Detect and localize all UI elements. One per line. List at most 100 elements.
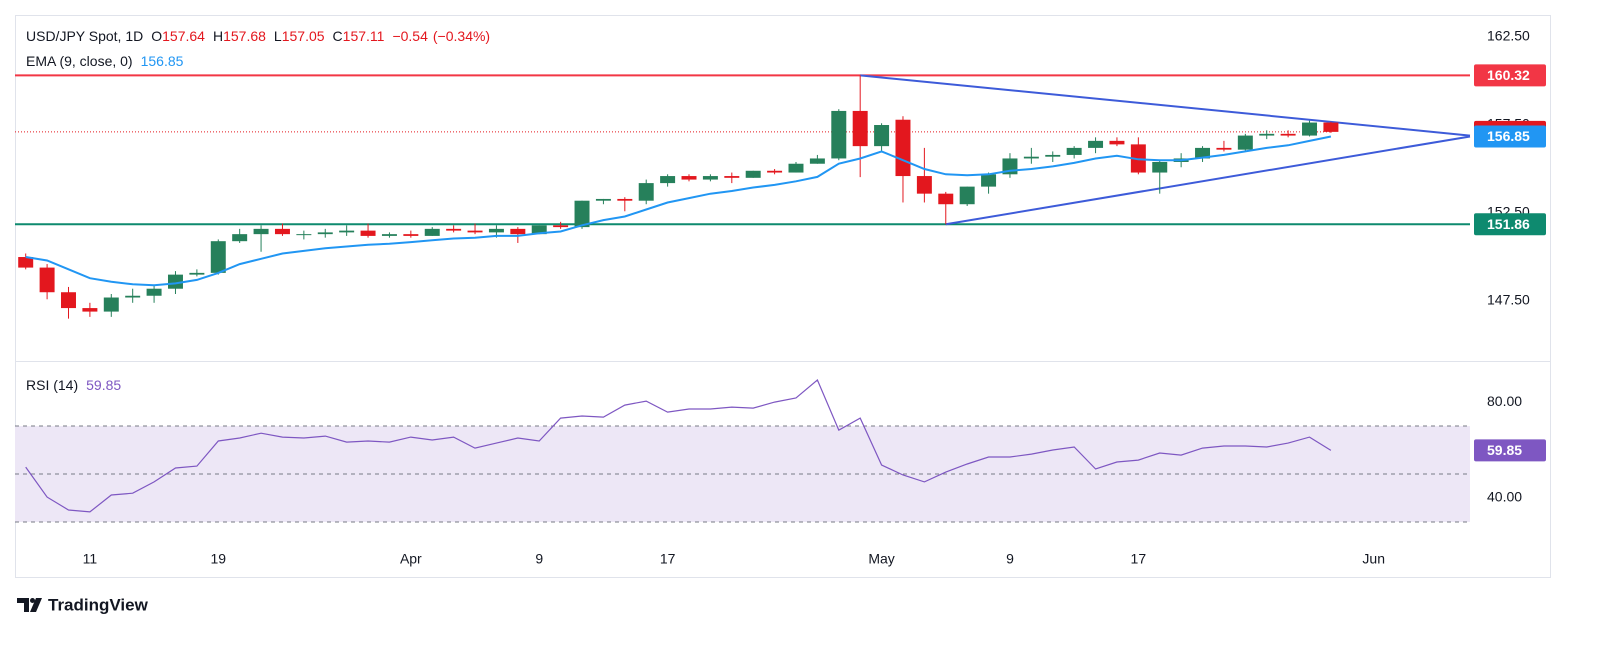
- candle-body: [895, 119, 911, 177]
- candle-body: [981, 174, 997, 187]
- x-tick-label: 11: [83, 551, 98, 567]
- candle-body: [146, 288, 162, 296]
- logo-shape: [30, 598, 42, 612]
- candle-body: [339, 230, 355, 233]
- candle-body: [381, 234, 397, 236]
- ohlc-value: 157.68: [223, 28, 266, 44]
- candle-body: [82, 308, 98, 312]
- y-tick-label: 162.50: [1487, 28, 1530, 44]
- x-tick-label: Jun: [1362, 551, 1385, 567]
- x-tick-label: May: [868, 551, 894, 567]
- plot-layer: 1119Apr917May917Jun162.50157.50152.50147…: [15, 28, 1546, 567]
- x-tick-label: 17: [660, 551, 676, 567]
- candle-body: [1237, 135, 1253, 150]
- candle-body: [296, 234, 312, 236]
- candle-body: [1259, 133, 1275, 136]
- candle-body: [702, 176, 718, 180]
- legend-ema: EMA (9, close, 0) 156.85: [26, 53, 184, 69]
- candle-body: [424, 228, 440, 236]
- candle-body: [531, 225, 547, 235]
- candle-body: [1280, 133, 1296, 136]
- rsi-line: [25, 379, 1332, 513]
- trendline: [860, 74, 1471, 137]
- ema-price-label-box: [1474, 125, 1546, 148]
- legend-main: USD/JPY Spot, 1D O157.64 H157.68 L157.05 C15…: [26, 28, 490, 44]
- level-label-box: [1474, 64, 1546, 87]
- candle-body: [488, 228, 504, 233]
- candle-body: [274, 228, 290, 235]
- candle-body: [745, 170, 761, 178]
- candle-body: [103, 297, 119, 312]
- level-label: 151.86: [1487, 216, 1530, 232]
- candle-body: [938, 193, 954, 205]
- ema-line: [25, 135, 1332, 287]
- candle-body: [467, 230, 483, 233]
- x-tick-label: 9: [535, 551, 543, 567]
- candle-body: [788, 163, 804, 173]
- candle-body: [1323, 122, 1339, 132]
- change-percent: (−0.34%): [433, 28, 490, 44]
- ohlc-value: 157.64: [162, 28, 205, 44]
- rsi-tick-label: 80.00: [1487, 393, 1522, 409]
- candle-body: [574, 200, 590, 228]
- candle-body: [1216, 147, 1232, 150]
- candle-body: [553, 225, 569, 228]
- candle-body: [1152, 161, 1168, 173]
- trendline: [945, 135, 1471, 226]
- y-tick-label: 147.50: [1487, 292, 1530, 308]
- rsi-value: 59.85: [86, 377, 121, 393]
- candle-body: [210, 241, 226, 273]
- ohlc-letter: C: [333, 28, 343, 44]
- candle-body: [125, 295, 141, 298]
- candle-body: [660, 176, 676, 184]
- candle-body: [1045, 154, 1061, 157]
- candle-body: [189, 272, 205, 275]
- rsi-name: RSI (14): [26, 377, 78, 393]
- logo-shape: [17, 598, 29, 612]
- ohlc-value: 157.11: [343, 28, 385, 44]
- x-tick-label: 9: [1006, 551, 1014, 567]
- x-tick-label: 17: [1131, 551, 1147, 567]
- candle-body: [1088, 140, 1104, 148]
- candle-body: [39, 267, 55, 293]
- rsi-price-label-box: [1474, 439, 1546, 462]
- candle-body: [617, 198, 633, 201]
- x-tick-label: Apr: [400, 551, 422, 567]
- candle-body: [317, 232, 333, 235]
- candle-body: [360, 230, 376, 236]
- level-label-box: [1474, 213, 1546, 236]
- ohlc-value: 157.05: [282, 28, 325, 44]
- candle-body: [1023, 156, 1039, 159]
- legend-rsi: RSI (14) 59.85: [26, 377, 121, 393]
- brand-name: TradingView: [48, 595, 149, 614]
- candle-body: [61, 292, 76, 309]
- candle-body: [510, 228, 526, 235]
- candle-body: [638, 183, 654, 201]
- rsi-price-label: 59.85: [1487, 442, 1522, 458]
- candle-body: [595, 198, 611, 201]
- candle-body: [1066, 147, 1082, 155]
- candle-body: [1195, 147, 1211, 159]
- x-tick-label: 19: [210, 551, 226, 567]
- candle-body: [446, 228, 462, 231]
- candle-body: [809, 158, 825, 164]
- ema-name: EMA (9, close, 0): [26, 53, 133, 69]
- level-label: 160.32: [1487, 67, 1530, 83]
- candle-body: [724, 176, 740, 178]
- candle-body: [767, 170, 783, 173]
- candle-body: [831, 110, 847, 159]
- rsi-tick-label: 40.00: [1487, 489, 1522, 505]
- chart-title: USD/JPY Spot, 1D: [26, 28, 143, 44]
- candle-body: [916, 176, 932, 194]
- ema-price-label: 156.85: [1487, 128, 1530, 144]
- change: −0.54: [392, 28, 428, 44]
- candle-body: [1109, 140, 1125, 145]
- candle-body: [403, 234, 419, 236]
- candle-body: [253, 228, 269, 235]
- candle-body: [681, 176, 697, 180]
- candle-body: [852, 110, 868, 147]
- candle-body: [874, 125, 890, 147]
- candle-body: [959, 186, 975, 205]
